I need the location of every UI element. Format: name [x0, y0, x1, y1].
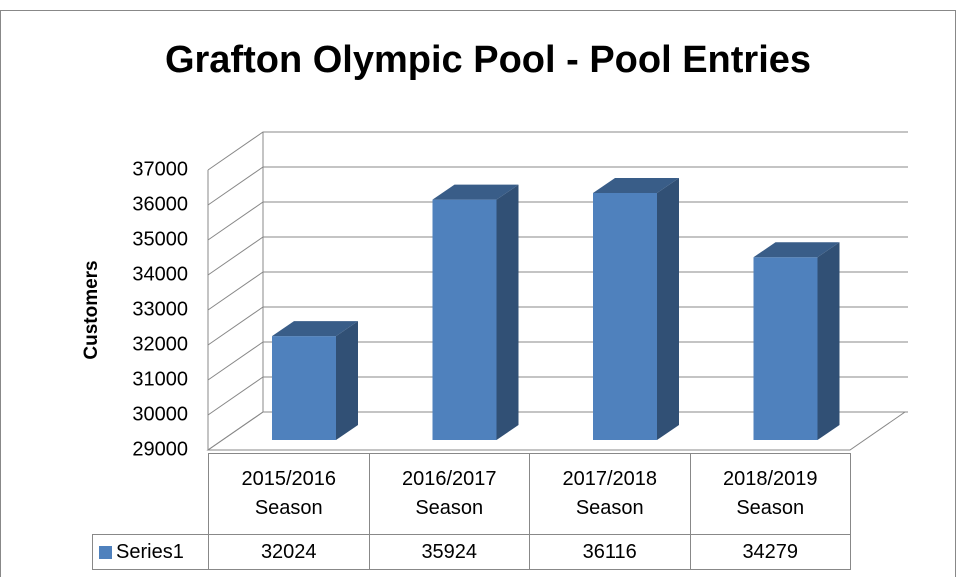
- value-cell-text: 32024: [260, 540, 317, 563]
- bar-front: [753, 257, 818, 440]
- value-cell-text: 34279: [742, 540, 799, 563]
- bar-top: [432, 184, 519, 200]
- value-cell: 35924: [368, 534, 530, 570]
- y-tick-label: 32000: [132, 333, 188, 355]
- category-cell: 2016/2017 Season: [368, 453, 530, 535]
- bar-side: [496, 184, 519, 440]
- grid-line: [207, 166, 908, 206]
- y-tick-label: 33000: [132, 298, 188, 320]
- category-cell: 2017/2018 Season: [529, 453, 691, 535]
- grid-line: [207, 411, 908, 451]
- bar-side: [817, 242, 840, 440]
- category-cell: 2018/2019 Season: [689, 453, 851, 535]
- bar: [753, 242, 840, 440]
- bar: [272, 321, 358, 440]
- value-cell-text: 35924: [421, 540, 478, 563]
- value-cell: 32024: [208, 534, 370, 570]
- category-cell-text: 2016/2017 Season: [401, 468, 497, 519]
- grid-line: [207, 306, 908, 346]
- bar-front: [593, 192, 657, 440]
- bar-top: [272, 321, 358, 337]
- bar: [432, 184, 519, 440]
- bar-front: [272, 336, 336, 440]
- value-cell: 34279: [689, 534, 851, 570]
- bar-top: [593, 177, 679, 193]
- value-cell: 36116: [529, 534, 691, 570]
- y-tick-label: 29000: [132, 438, 188, 460]
- legend-text: Series1: [116, 540, 184, 563]
- grid-line: [207, 236, 908, 276]
- legend-cell: Series1: [92, 534, 209, 570]
- bar-top: [753, 242, 840, 258]
- y-axis-label: Customers: [81, 260, 102, 359]
- bar-side: [336, 321, 358, 440]
- category-cell-text: 2018/2019 Season: [722, 468, 818, 519]
- value-cell-text: 36116: [582, 540, 637, 563]
- y-tick-label: 30000: [132, 403, 188, 425]
- y-tick-label: 37000: [132, 158, 188, 180]
- y-tick-label: 35000: [132, 228, 188, 250]
- chart-title: Grafton Olympic Pool - Pool Entries: [165, 39, 811, 81]
- bar-side: [657, 177, 679, 440]
- grid-line: [207, 201, 908, 241]
- category-cell-text: 2017/2018 Season: [562, 468, 658, 519]
- bar-front: [432, 199, 497, 440]
- grid-line: [207, 341, 908, 381]
- bar: [593, 177, 679, 440]
- category-cell-text: 2015/2016 Season: [241, 468, 337, 519]
- y-tick-label: 36000: [132, 193, 188, 215]
- y-tick-label: 31000: [132, 368, 188, 390]
- y-tick-label: 34000: [132, 263, 188, 285]
- category-cell: 2015/2016 Season: [208, 453, 370, 535]
- grid-line: [207, 376, 908, 416]
- legend-swatch: [99, 545, 112, 559]
- grid-line: [207, 271, 908, 311]
- grid-line: [207, 131, 908, 171]
